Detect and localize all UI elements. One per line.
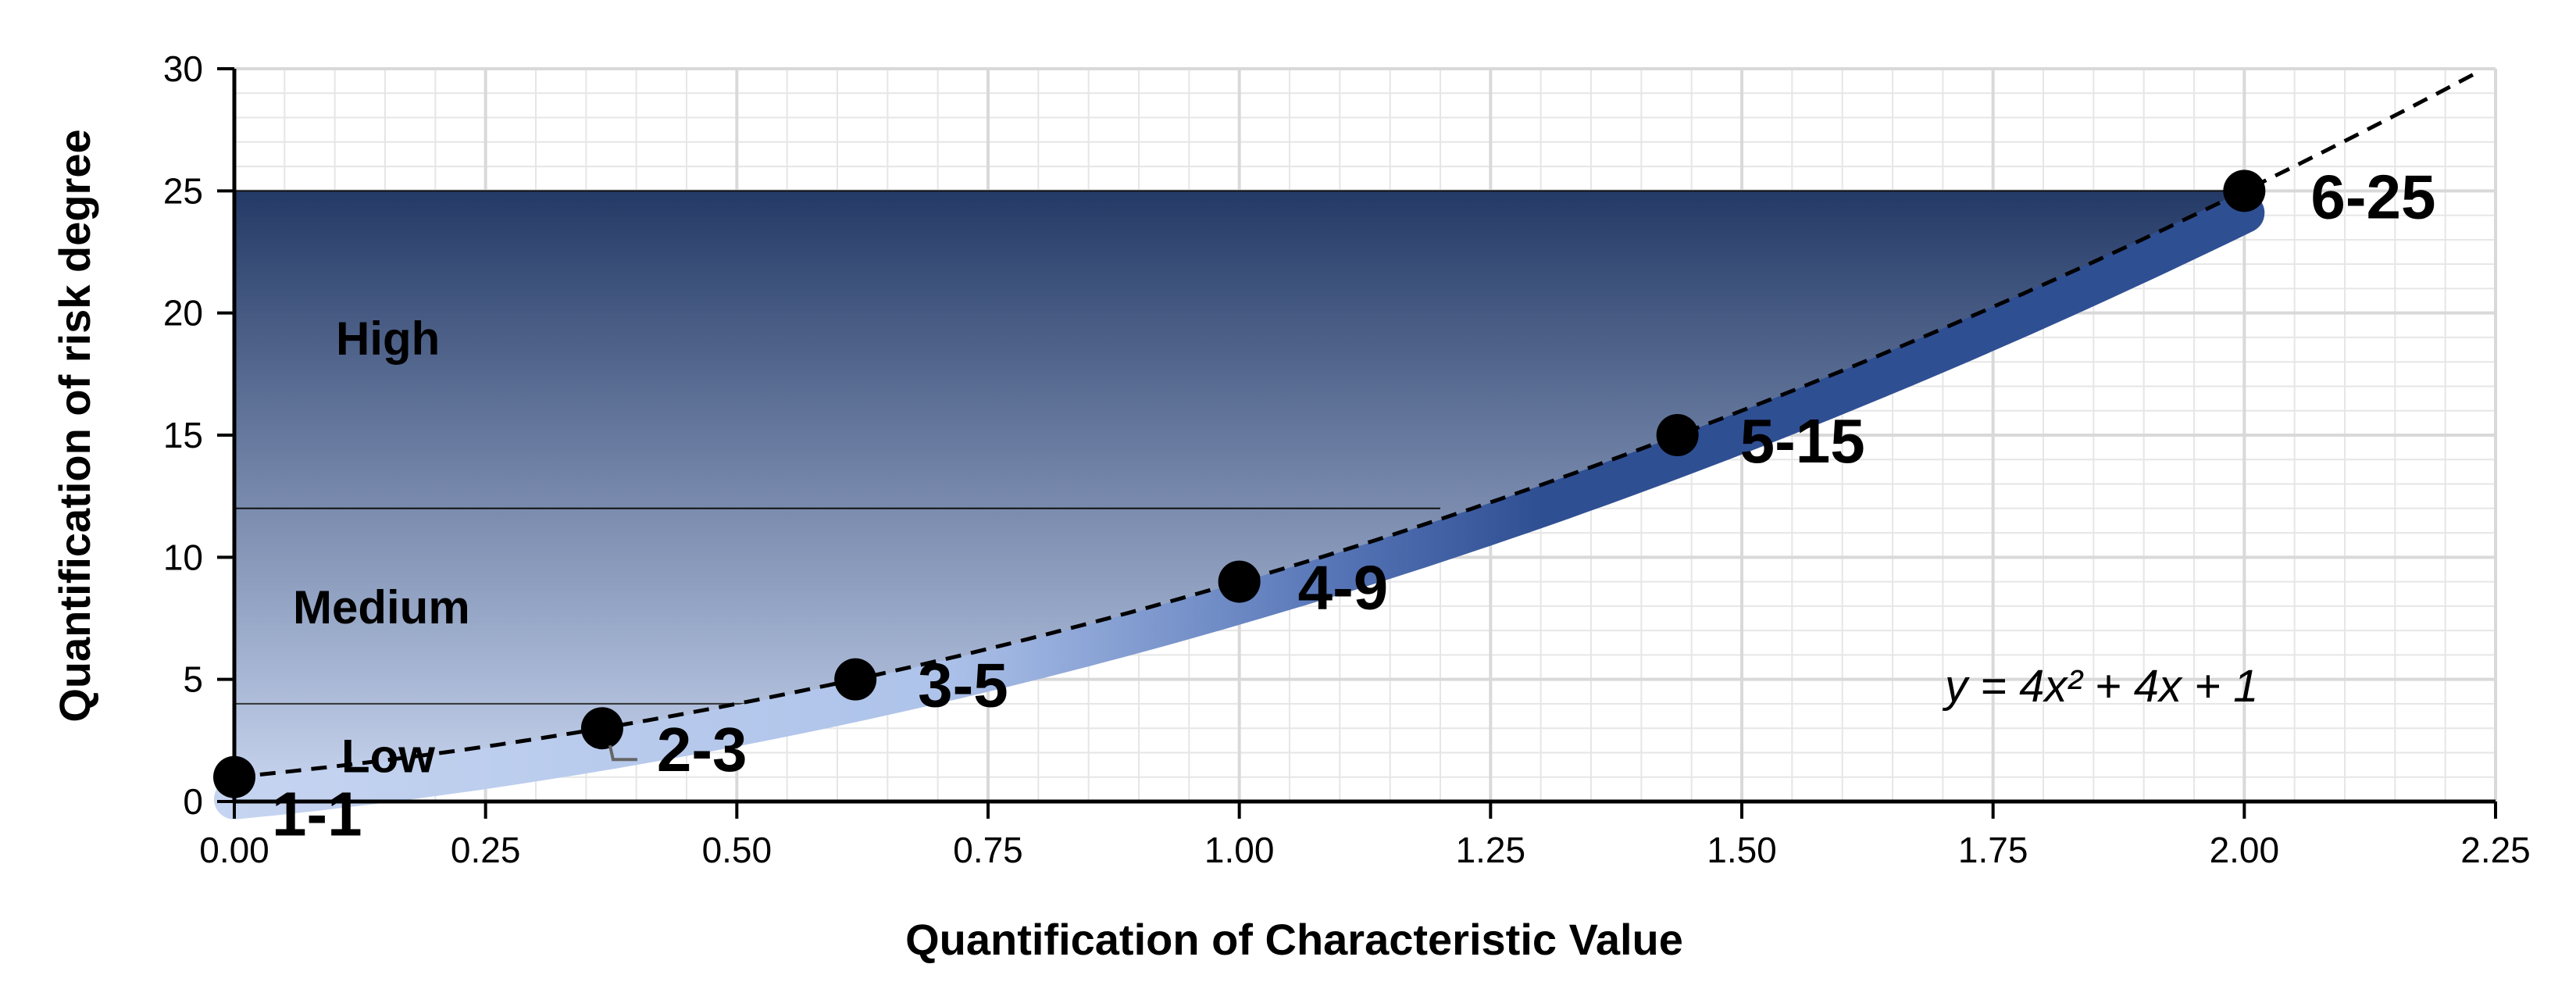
x-tick-label: 2.25 — [2460, 830, 2531, 870]
data-point-2-3 — [580, 707, 623, 750]
point-label-4-9: 4-9 — [1298, 553, 1389, 623]
risk-zone-fill — [234, 191, 2245, 807]
zone-label-low: Low — [341, 730, 435, 782]
y-tick-label: 30 — [163, 48, 203, 89]
data-points: 1-1 2-3 3-5 4-9 5-15 6-25 — [213, 162, 2435, 849]
zone-labels: Low Medium High — [293, 312, 470, 783]
y-tick-label: 15 — [163, 415, 203, 455]
x-tick-label: 0.50 — [702, 830, 772, 870]
fit-curve — [234, 71, 2477, 780]
x-tick-label: 1.00 — [1204, 830, 1275, 870]
y-tick-labels: 0 5 10 15 20 25 30 — [163, 48, 203, 822]
y-tick-label: 20 — [163, 293, 203, 334]
y-tick-label: 25 — [163, 170, 203, 211]
y-tick-label: 5 — [183, 659, 203, 700]
data-point-4-9 — [1218, 560, 1261, 603]
data-point-3-5 — [834, 658, 877, 701]
y-tick-label: 0 — [183, 781, 203, 822]
label-leader-2-3 — [608, 744, 637, 762]
x-tick-label: 1.75 — [1958, 830, 2028, 870]
axes — [217, 67, 2497, 819]
y-axis-title: Quantification of risk degree — [50, 129, 99, 722]
fit-curve-path — [234, 71, 2477, 780]
point-label-6-25: 6-25 — [2310, 162, 2435, 231]
data-point-1-1 — [213, 755, 255, 798]
x-tick-label: 2.00 — [2210, 830, 2280, 870]
x-tick-label: 1.25 — [1456, 830, 1526, 870]
x-axis-title: Quantification of Characteristic Value — [905, 915, 1683, 964]
equation-label: y = 4x² + 4x + 1 — [1942, 661, 2258, 712]
data-point-6-25 — [2223, 170, 2266, 212]
point-label-3-5: 3-5 — [918, 651, 1008, 720]
zone-label-medium: Medium — [293, 581, 470, 634]
point-label-5-15: 5-15 — [1740, 406, 1865, 476]
x-tick-label: 1.50 — [1707, 830, 1777, 870]
curve-band-path — [214, 192, 2265, 819]
data-point-5-15 — [1656, 414, 1699, 456]
zone-label-high: High — [336, 312, 440, 365]
point-label-1-1: 1-1 — [272, 780, 362, 849]
x-tick-label: 0.75 — [953, 830, 1023, 870]
y-tick-label: 10 — [163, 537, 203, 577]
point-label-2-3: 2-3 — [657, 715, 747, 784]
x-tick-label: 0.00 — [199, 830, 269, 870]
curve-band — [214, 192, 2265, 819]
x-tick-label: 0.25 — [451, 830, 521, 870]
risk-zones — [234, 190, 2245, 807]
x-tick-labels: 0.00 0.25 0.50 0.75 1.00 1.25 1.50 1.75 2.00 2.25 — [199, 830, 2531, 870]
